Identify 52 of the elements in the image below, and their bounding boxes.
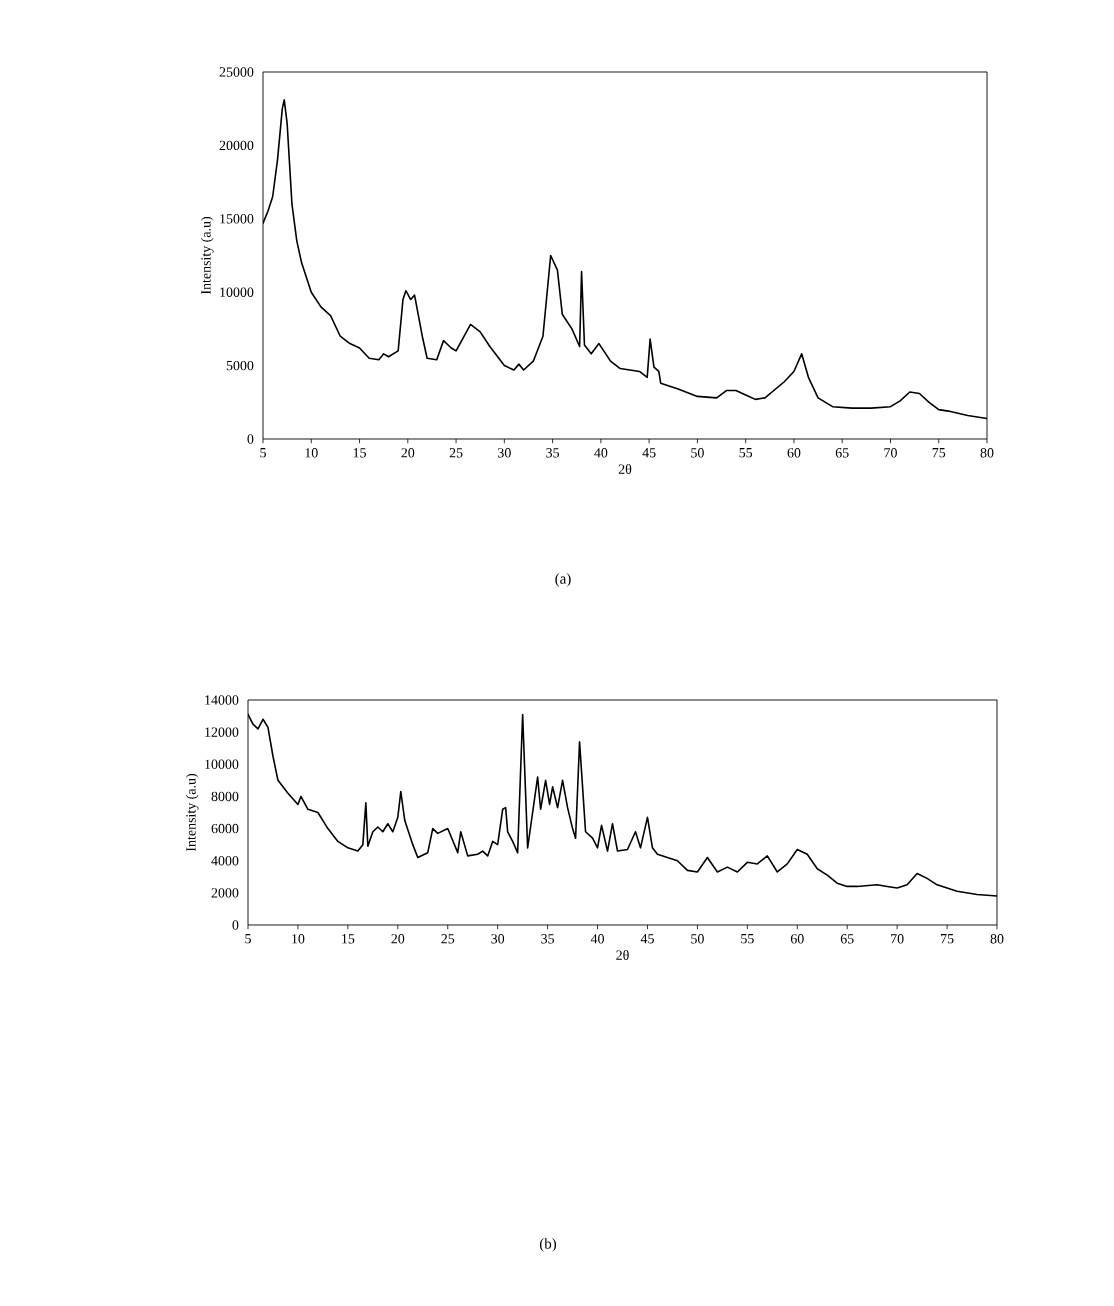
x-tick-label: 5 [245, 934, 251, 944]
x-tick-label: 65 [835, 448, 849, 458]
x-tick-label: 60 [790, 934, 804, 944]
x-tick-label: 35 [546, 448, 560, 458]
x-tick-label: 40 [590, 934, 604, 944]
y-axis-title: Intensity (a.u) [185, 773, 199, 852]
x-tick-label: 30 [498, 448, 511, 458]
x-tick-label: 10 [292, 934, 305, 944]
x-tick-label: 30 [491, 934, 505, 944]
x-tick-label: 50 [691, 448, 704, 458]
x-tick-label: 70 [884, 448, 897, 458]
y-tick-label: 10000 [205, 759, 239, 769]
x-tick-label: 45 [640, 934, 654, 944]
text: (a) [555, 573, 571, 587]
x-tick-label: 65 [840, 934, 854, 944]
y-tick-label: 20000 [219, 140, 254, 151]
y-tick-label: 12000 [205, 727, 239, 737]
x-tick-label: 5 [260, 448, 266, 458]
x-axis-title: 2θ [616, 950, 629, 960]
y-tick-label: 14000 [205, 695, 239, 705]
y-tick-label: 25000 [219, 67, 254, 77]
x-tick-label: 50 [691, 934, 704, 944]
x-tick-label: 25 [449, 448, 463, 458]
x-tick-label: 60 [787, 448, 801, 458]
x-tick-label: 75 [932, 448, 946, 458]
y-tick-label: 15000 [220, 214, 254, 224]
y-axis-title: Intensity (a.u) [200, 216, 214, 295]
x-tick-label: 25 [441, 934, 455, 944]
x-tick-label: 80 [990, 934, 1004, 944]
y-tick-label: 10000 [220, 287, 254, 297]
x-tick-label: 10 [305, 448, 318, 458]
x-tick-label: 55 [741, 934, 754, 944]
x-tick-label: 55 [739, 448, 753, 458]
x-tick-label: 15 [342, 934, 355, 944]
text: (b) [539, 1238, 557, 1252]
x-tick-label: 20 [391, 934, 405, 944]
y-tick-label: 0 [232, 920, 239, 930]
y-tick-label: 8000 [211, 791, 239, 802]
y-tick-label: 6000 [211, 823, 239, 834]
x-tick-label: 75 [941, 934, 954, 944]
x-tick-label: 70 [891, 934, 904, 944]
y-tick-label: 0 [247, 434, 254, 444]
x-tick-label: 80 [980, 448, 994, 458]
x-tick-label: 15 [353, 448, 366, 458]
y-tick-label: 4000 [211, 856, 239, 866]
x-tick-label: 20 [401, 448, 415, 458]
x-tick-label: 35 [541, 934, 555, 944]
x-tick-label: 40 [594, 448, 608, 458]
y-tick-label: 5000 [226, 360, 254, 371]
x-axis-title: 2θ [618, 464, 632, 474]
y-tick-label: 2000 [211, 888, 239, 898]
x-tick-label: 45 [642, 448, 656, 458]
